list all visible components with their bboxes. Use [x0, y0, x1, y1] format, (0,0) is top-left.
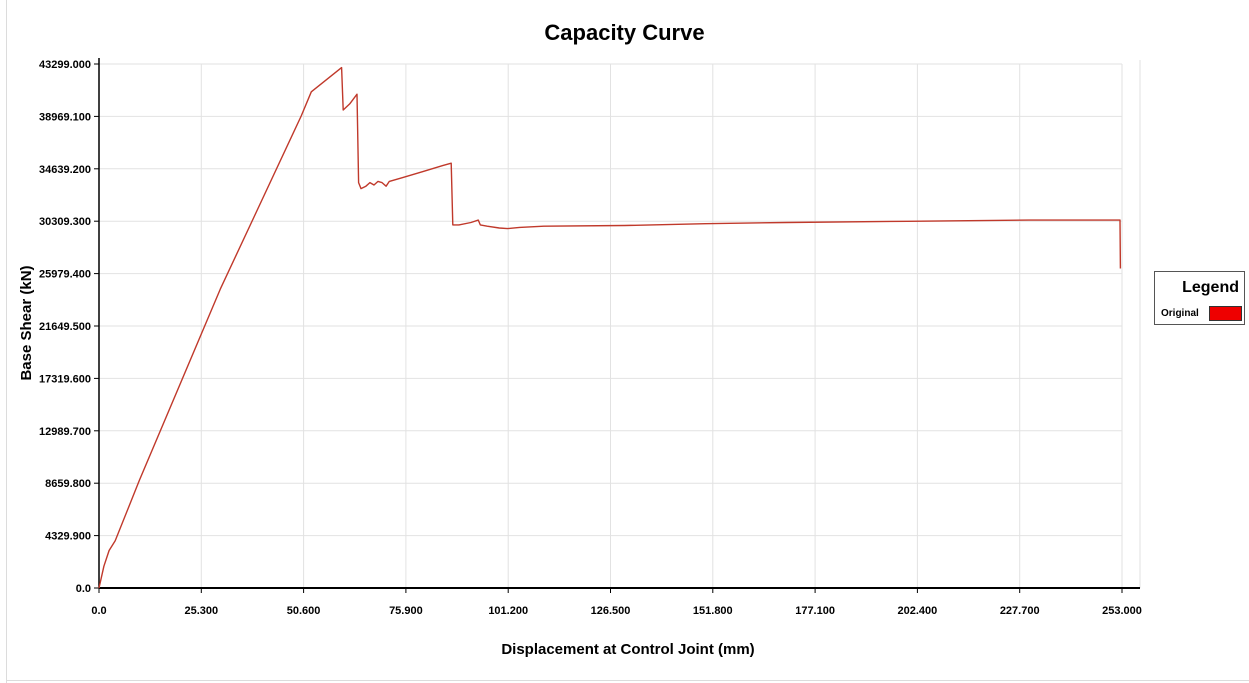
- x-tick-label: 75.900: [389, 605, 423, 617]
- x-tick-label: 50.600: [287, 605, 321, 617]
- y-tick-label: 8659.800: [45, 478, 91, 490]
- x-tick-label: 25.300: [184, 605, 218, 617]
- y-tick-label: 25979.400: [39, 269, 91, 281]
- x-tick-label: 227.700: [1000, 605, 1040, 617]
- y-axis-label: Base Shear (kN): [18, 265, 35, 380]
- y-tick-label: 34639.200: [39, 164, 91, 176]
- tick-labels: 0.0 25.300 50.600 75.900 101.200 126.500 151.8…: [39, 59, 1142, 617]
- legend-item-label: Original: [1161, 308, 1199, 319]
- y-tick-label: 17319.600: [39, 373, 91, 385]
- x-tick-label: 0.0: [91, 605, 106, 617]
- x-tick-label: 177.100: [795, 605, 835, 617]
- x-tick-label: 202.400: [898, 605, 938, 617]
- x-tick-label: 253.000: [1102, 605, 1142, 617]
- y-tick-label: 12989.700: [39, 426, 91, 438]
- grid-lines: [99, 60, 1141, 588]
- y-tick-label: 21649.500: [39, 321, 91, 333]
- y-tick-label: 30309.300: [39, 216, 91, 228]
- y-tick-label: 43299.000: [39, 59, 91, 71]
- axes: [94, 58, 1140, 593]
- legend-swatch: [1209, 306, 1242, 321]
- x-tick-label: 151.800: [693, 605, 733, 617]
- chart-title: Capacity Curve: [544, 20, 705, 45]
- legend-title: Legend: [1182, 279, 1239, 296]
- x-tick-label: 126.500: [591, 605, 631, 617]
- frame-bottom-border: [6, 680, 1249, 681]
- frame-left-border: [6, 0, 7, 683]
- series-layer: [98, 66, 1122, 589]
- x-tick-label: 101.200: [488, 605, 528, 617]
- y-tick-label: 0.0: [76, 583, 91, 595]
- series-line-original: [98, 66, 1122, 589]
- y-tick-label: 38969.100: [39, 111, 91, 123]
- legend: Legend Original: [1154, 271, 1245, 325]
- x-axis-label: Displacement at Control Joint (mm): [501, 641, 754, 658]
- y-tick-label: 4329.900: [45, 531, 91, 543]
